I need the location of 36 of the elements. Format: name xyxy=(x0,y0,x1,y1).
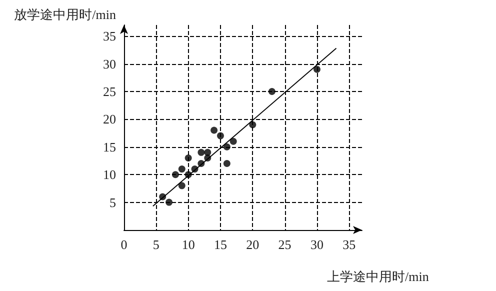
y-tick-label: 25 xyxy=(103,84,116,99)
x-tick-label: 30 xyxy=(310,237,324,252)
x-tick-label: 35 xyxy=(342,237,356,252)
point xyxy=(216,132,224,140)
y-axis-title: 放学途中用时/min xyxy=(14,7,116,22)
point xyxy=(191,166,198,173)
x-tick-label: 5 xyxy=(152,237,160,252)
point xyxy=(210,126,218,134)
point xyxy=(198,148,205,156)
x-axis-title: 上学途中用时/min xyxy=(327,269,430,284)
point xyxy=(166,198,173,206)
point xyxy=(172,171,179,178)
y-tick-label: 10 xyxy=(103,167,116,182)
x-tick-label: 25 xyxy=(278,237,292,252)
point xyxy=(249,121,256,128)
y-tick-label: 20 xyxy=(103,112,116,127)
x-tick-label: 0 xyxy=(120,237,128,252)
x-tick-label: 15 xyxy=(214,237,227,252)
y-tick-label: 30 xyxy=(103,56,116,72)
point xyxy=(178,166,186,173)
x-tick-label: 20 xyxy=(246,237,260,252)
point xyxy=(223,143,230,150)
point xyxy=(198,160,205,168)
point xyxy=(204,148,212,156)
y-tick-label: 15 xyxy=(103,139,116,154)
point xyxy=(184,154,192,162)
point xyxy=(159,193,166,200)
x-tick-label: 10 xyxy=(182,237,195,252)
y-tick-label: 35 xyxy=(103,28,116,44)
point xyxy=(313,66,320,73)
y-tick-label: 5 xyxy=(110,194,116,210)
point xyxy=(184,171,192,178)
point xyxy=(268,88,276,95)
point xyxy=(223,160,230,168)
point xyxy=(178,182,186,190)
point xyxy=(230,138,237,145)
